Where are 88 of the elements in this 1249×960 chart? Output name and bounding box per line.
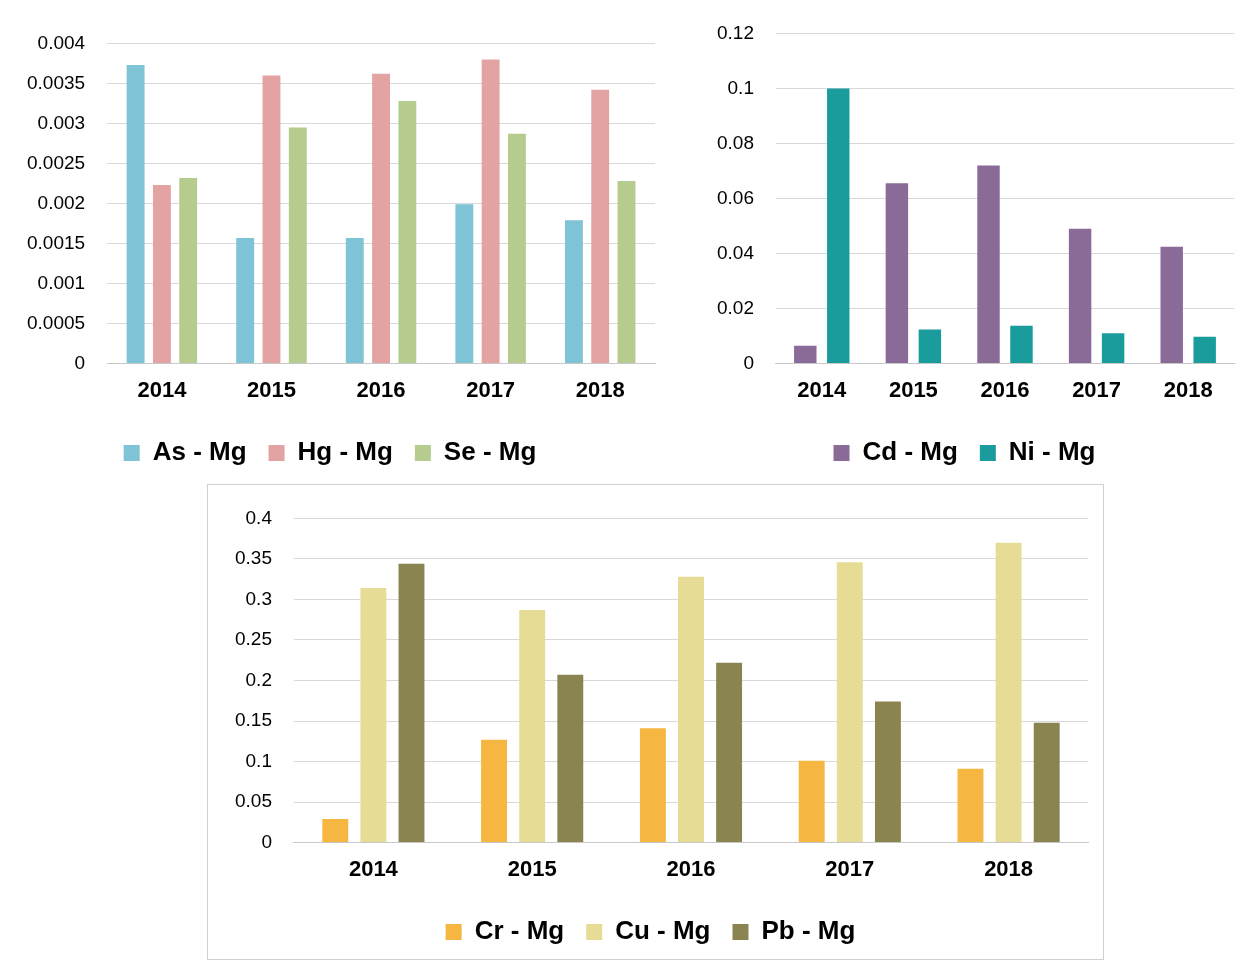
bar: [398, 563, 425, 843]
y-tick-label: 0.2: [245, 668, 272, 690]
legend-label: Cu - Mg: [615, 915, 711, 946]
x-tick-label: 2015: [888, 376, 938, 402]
bar: [1010, 325, 1033, 364]
y-tick-label: 0.06: [717, 186, 754, 208]
y-tick-label: 0.05: [235, 790, 272, 812]
y-tick-label: 0.35: [235, 547, 272, 569]
bar: [1101, 333, 1125, 364]
bar: [957, 768, 984, 843]
y-tick-label: 0.02: [717, 296, 754, 318]
bar: [262, 75, 281, 364]
bar: [360, 588, 387, 843]
x-tick-label: 2015: [247, 376, 296, 402]
bar: [236, 237, 255, 364]
y-tick-label: 0: [74, 351, 86, 373]
legend-label: Se - Mg: [443, 436, 537, 467]
y-tick-label: 0.1: [245, 749, 272, 771]
bar: [716, 662, 743, 843]
y-tick-label: 0.3: [245, 587, 272, 609]
x-tick-label: 2016: [980, 376, 1030, 402]
y-tick-label: 0.4: [245, 506, 273, 528]
legend-label: Cr - Mg: [474, 915, 565, 946]
bar: [678, 576, 704, 843]
bar: [617, 181, 636, 364]
bar: [885, 183, 909, 364]
y-tick-label: 0.08: [717, 131, 754, 153]
legend-label: Cd - Mg: [862, 436, 958, 467]
bar: [152, 185, 171, 364]
bar: [288, 127, 307, 364]
bar: [372, 73, 390, 364]
legend-label: Pb - Mg: [761, 915, 856, 946]
bar: [1033, 722, 1060, 843]
x-tick-label: 2016: [666, 855, 716, 881]
x-tick-label: 2014: [797, 376, 848, 402]
y-tick-label: 0.002: [37, 191, 86, 213]
y-tick-label: 0.25: [235, 628, 272, 650]
bar: [1068, 228, 1092, 364]
bar: [557, 674, 584, 843]
bar: [995, 542, 1022, 843]
bar: [827, 88, 850, 364]
bar: [481, 59, 500, 364]
legend-label: As - Mg: [152, 436, 247, 467]
x-tick-label: 2017: [466, 376, 516, 402]
bar: [794, 345, 817, 364]
y-tick-label: 0.003: [37, 111, 86, 133]
x-tick-label: 2016: [356, 376, 406, 402]
bar: [977, 165, 1000, 364]
x-tick-label: 2018: [984, 855, 1034, 881]
legend-label: Ni - Mg: [1008, 436, 1096, 467]
y-tick-label: 0.0005: [26, 311, 86, 333]
bar: [179, 177, 198, 364]
x-tick-label: 2017: [825, 855, 875, 881]
x-tick-label: 2017: [1072, 376, 1122, 402]
x-tick-label: 2018: [1163, 376, 1213, 402]
y-tick-label: 0.1: [727, 76, 754, 98]
y-tick-label: 0.0025: [26, 151, 86, 173]
y-tick-label: 0.004: [37, 31, 86, 53]
bar: [591, 89, 610, 364]
y-tick-label: 0.15: [235, 709, 272, 731]
y-tick-label: 0.0015: [26, 231, 86, 253]
bar: [1193, 336, 1216, 364]
y-tick-label: 0.0035: [26, 71, 86, 93]
legend-label: Hg - Mg: [297, 436, 393, 467]
bar: [798, 760, 825, 843]
bar: [345, 237, 364, 364]
y-tick-label: 0.12: [717, 21, 754, 43]
bar: [874, 701, 901, 843]
y-tick-label: 0.04: [717, 241, 755, 263]
bar: [918, 329, 942, 364]
x-tick-label: 2014: [348, 855, 399, 881]
bar: [126, 65, 145, 364]
bar: [322, 819, 349, 843]
y-tick-label: 0.001: [37, 271, 86, 293]
y-tick-label: 0: [261, 830, 272, 852]
bar: [481, 739, 508, 843]
bar: [564, 220, 583, 364]
x-tick-label: 2018: [575, 376, 625, 402]
bar: [455, 204, 474, 364]
bar: [507, 133, 526, 364]
x-tick-label: 2014: [137, 376, 188, 402]
x-tick-label: 2015: [507, 855, 557, 881]
bar: [519, 609, 546, 843]
bar: [639, 728, 666, 843]
y-tick-label: 0: [743, 351, 754, 373]
bar: [1160, 246, 1183, 364]
bar: [836, 562, 863, 843]
bar: [398, 101, 417, 364]
